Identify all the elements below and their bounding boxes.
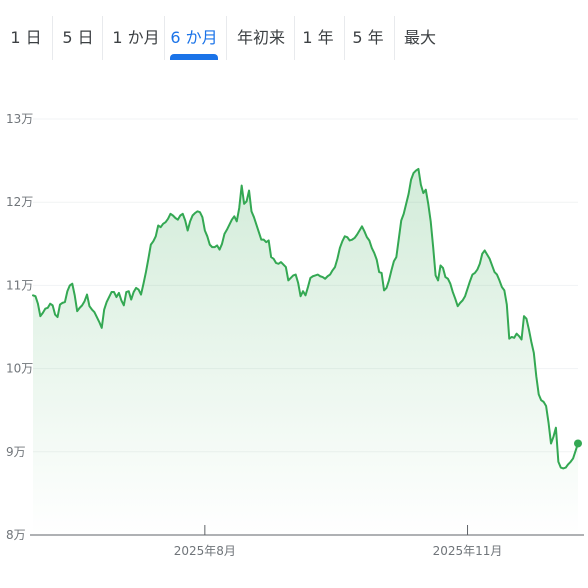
range-tab-label: 5 日 — [62, 28, 94, 47]
y-tick-label: 11万 — [6, 278, 33, 292]
price-line — [32, 167, 579, 470]
y-tick-label: 10万 — [6, 362, 33, 376]
time-range-tabs: 1 日 5 日 1 か月 6 か月 年初来 1 年 5 年最大 — [0, 0, 588, 70]
range-tab-label: 1 日 — [10, 28, 42, 47]
active-tab-indicator — [170, 54, 218, 60]
y-tick-label: 13万 — [6, 112, 33, 126]
range-tab-label: 最大 — [403, 28, 436, 47]
range-tab-1[interactable]: 5 日 — [58, 22, 98, 62]
y-tick-label: 12万 — [6, 195, 33, 209]
y-tick-label: 8万 — [6, 528, 26, 542]
y-axis-labels: 13万 12万 11万 10万 9万 8万 — [6, 112, 33, 542]
tab-separator — [226, 16, 227, 60]
latest-price-dot[interactable] — [574, 439, 582, 448]
tab-separator — [344, 16, 345, 60]
price-chart: 13万 12万 11万 10万 9万 8万 2025年8月 2025年11月 — [6, 112, 584, 558]
range-tab-7[interactable]: 最大 — [400, 22, 440, 62]
x-axis-labels: 2025年8月 2025年11月 — [174, 525, 503, 558]
price-area-fill — [33, 168, 578, 536]
range-tab-label: 年初来 — [236, 28, 285, 47]
range-tab-3[interactable]: 6 か月 — [170, 22, 218, 62]
range-tab-label: 1 か月 — [112, 28, 160, 47]
range-tab-label: 1 年 — [302, 28, 334, 47]
range-tab-label: 6 か月 — [170, 28, 218, 47]
tab-separator — [294, 16, 295, 60]
range-tab-2[interactable]: 1 か月 — [108, 22, 164, 62]
tab-separator — [164, 16, 165, 60]
range-tab-0[interactable]: 1 日 — [6, 22, 46, 62]
range-tab-4[interactable]: 年初来 — [232, 22, 290, 62]
range-tab-label: 5 年 — [352, 28, 384, 47]
tab-separator — [394, 16, 395, 60]
x-tick-label: 2025年11月 — [433, 544, 503, 558]
tab-separator — [52, 16, 53, 60]
range-tab-6[interactable]: 5 年 — [350, 22, 386, 62]
x-tick-label: 2025年8月 — [174, 544, 236, 558]
y-tick-label: 9万 — [6, 445, 26, 459]
range-tab-5[interactable]: 1 年 — [300, 22, 336, 62]
tab-separator — [102, 16, 103, 60]
